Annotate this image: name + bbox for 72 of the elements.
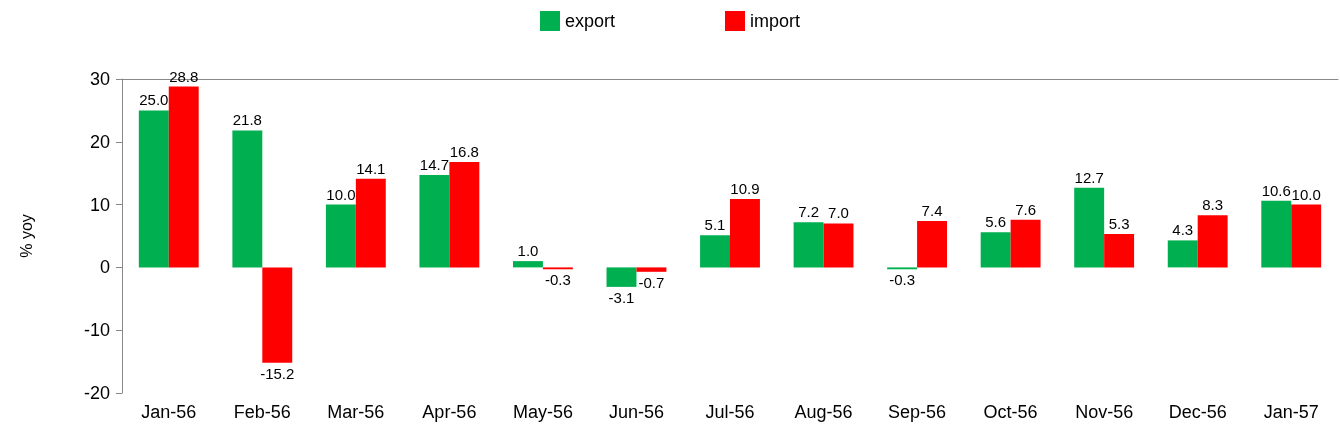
data-label: 16.8	[449, 142, 479, 160]
data-label: 14.1	[356, 159, 386, 177]
y-tick-label: 20	[89, 131, 110, 152]
bar	[325, 204, 356, 268]
y-tick-label: -20	[83, 383, 110, 403]
data-label: -3.1	[608, 288, 635, 306]
data-label: 5.6	[985, 213, 1007, 231]
data-label: 21.8	[232, 111, 262, 129]
data-label: 28.8	[169, 67, 199, 85]
data-label: -0.7	[638, 273, 665, 291]
legend-label: import	[750, 11, 801, 31]
bar	[917, 220, 948, 268]
bar	[606, 267, 637, 287]
data-label: 14.7	[419, 156, 450, 174]
bar	[1104, 234, 1135, 268]
y-tick-label: -10	[83, 320, 110, 341]
data-label: 12.7	[1074, 168, 1104, 186]
y-tick-label: 0	[99, 257, 110, 278]
y-tick-label: 30	[89, 69, 110, 89]
bar	[138, 110, 169, 268]
data-label: 7.6	[1015, 200, 1037, 218]
legend-label: export	[564, 11, 616, 31]
bar	[1261, 200, 1292, 268]
y-tick-label: 10	[89, 194, 110, 215]
bar	[1074, 187, 1105, 268]
data-label: -0.3	[544, 271, 571, 289]
x-tick-label: May-56	[512, 402, 573, 422]
data-label: 7.4	[921, 201, 943, 219]
x-tick-label: Aug-56	[794, 402, 853, 422]
bar	[730, 198, 760, 268]
bar	[262, 267, 293, 363]
data-label: 5.3	[1108, 215, 1130, 233]
x-tick-label: Oct-56	[983, 402, 1038, 422]
x-tick-label: Jan-57	[1263, 402, 1319, 422]
x-tick-label: Jan-56	[141, 402, 197, 422]
data-label: -0.3	[889, 271, 916, 289]
bar	[1167, 240, 1198, 268]
x-tick-label: Dec-56	[1168, 402, 1227, 422]
x-tick-label: Nov-56	[1075, 402, 1134, 422]
x-tick-label: Sep-56	[888, 402, 947, 422]
x-tick-label: Jul-56	[705, 402, 755, 422]
bar	[232, 130, 263, 268]
bar	[1010, 219, 1041, 268]
data-label: -15.2	[260, 364, 295, 382]
data-label: 10.9	[730, 179, 760, 197]
data-label: 10.6	[1261, 181, 1291, 199]
data-label: 1.0	[517, 242, 539, 260]
bar	[823, 223, 854, 268]
x-tick-label: Jun-56	[608, 402, 664, 422]
data-label: 5.1	[704, 216, 726, 234]
bar	[355, 178, 386, 268]
data-label: 8.3	[1202, 196, 1224, 214]
bar	[512, 261, 543, 268]
bar	[636, 267, 667, 272]
data-label: 25.0	[139, 91, 169, 109]
x-tick-label: Mar-56	[327, 402, 385, 422]
data-label: 7.2	[798, 203, 819, 221]
data-label: 10.0	[1291, 185, 1321, 203]
bar	[168, 86, 199, 268]
x-tick-label: Apr-56	[422, 402, 477, 422]
bar	[449, 161, 480, 268]
y-axis-title: % yoy	[17, 214, 35, 258]
data-label: 10.0	[326, 185, 356, 203]
bar	[793, 222, 824, 268]
bar	[419, 175, 450, 268]
data-label: 7.0	[828, 204, 849, 222]
x-tick-label: Feb-56	[233, 402, 291, 422]
bar	[980, 232, 1011, 268]
bar	[700, 235, 730, 268]
bar	[1197, 215, 1228, 268]
data-label: 4.3	[1172, 221, 1194, 239]
bar	[1291, 204, 1322, 268]
